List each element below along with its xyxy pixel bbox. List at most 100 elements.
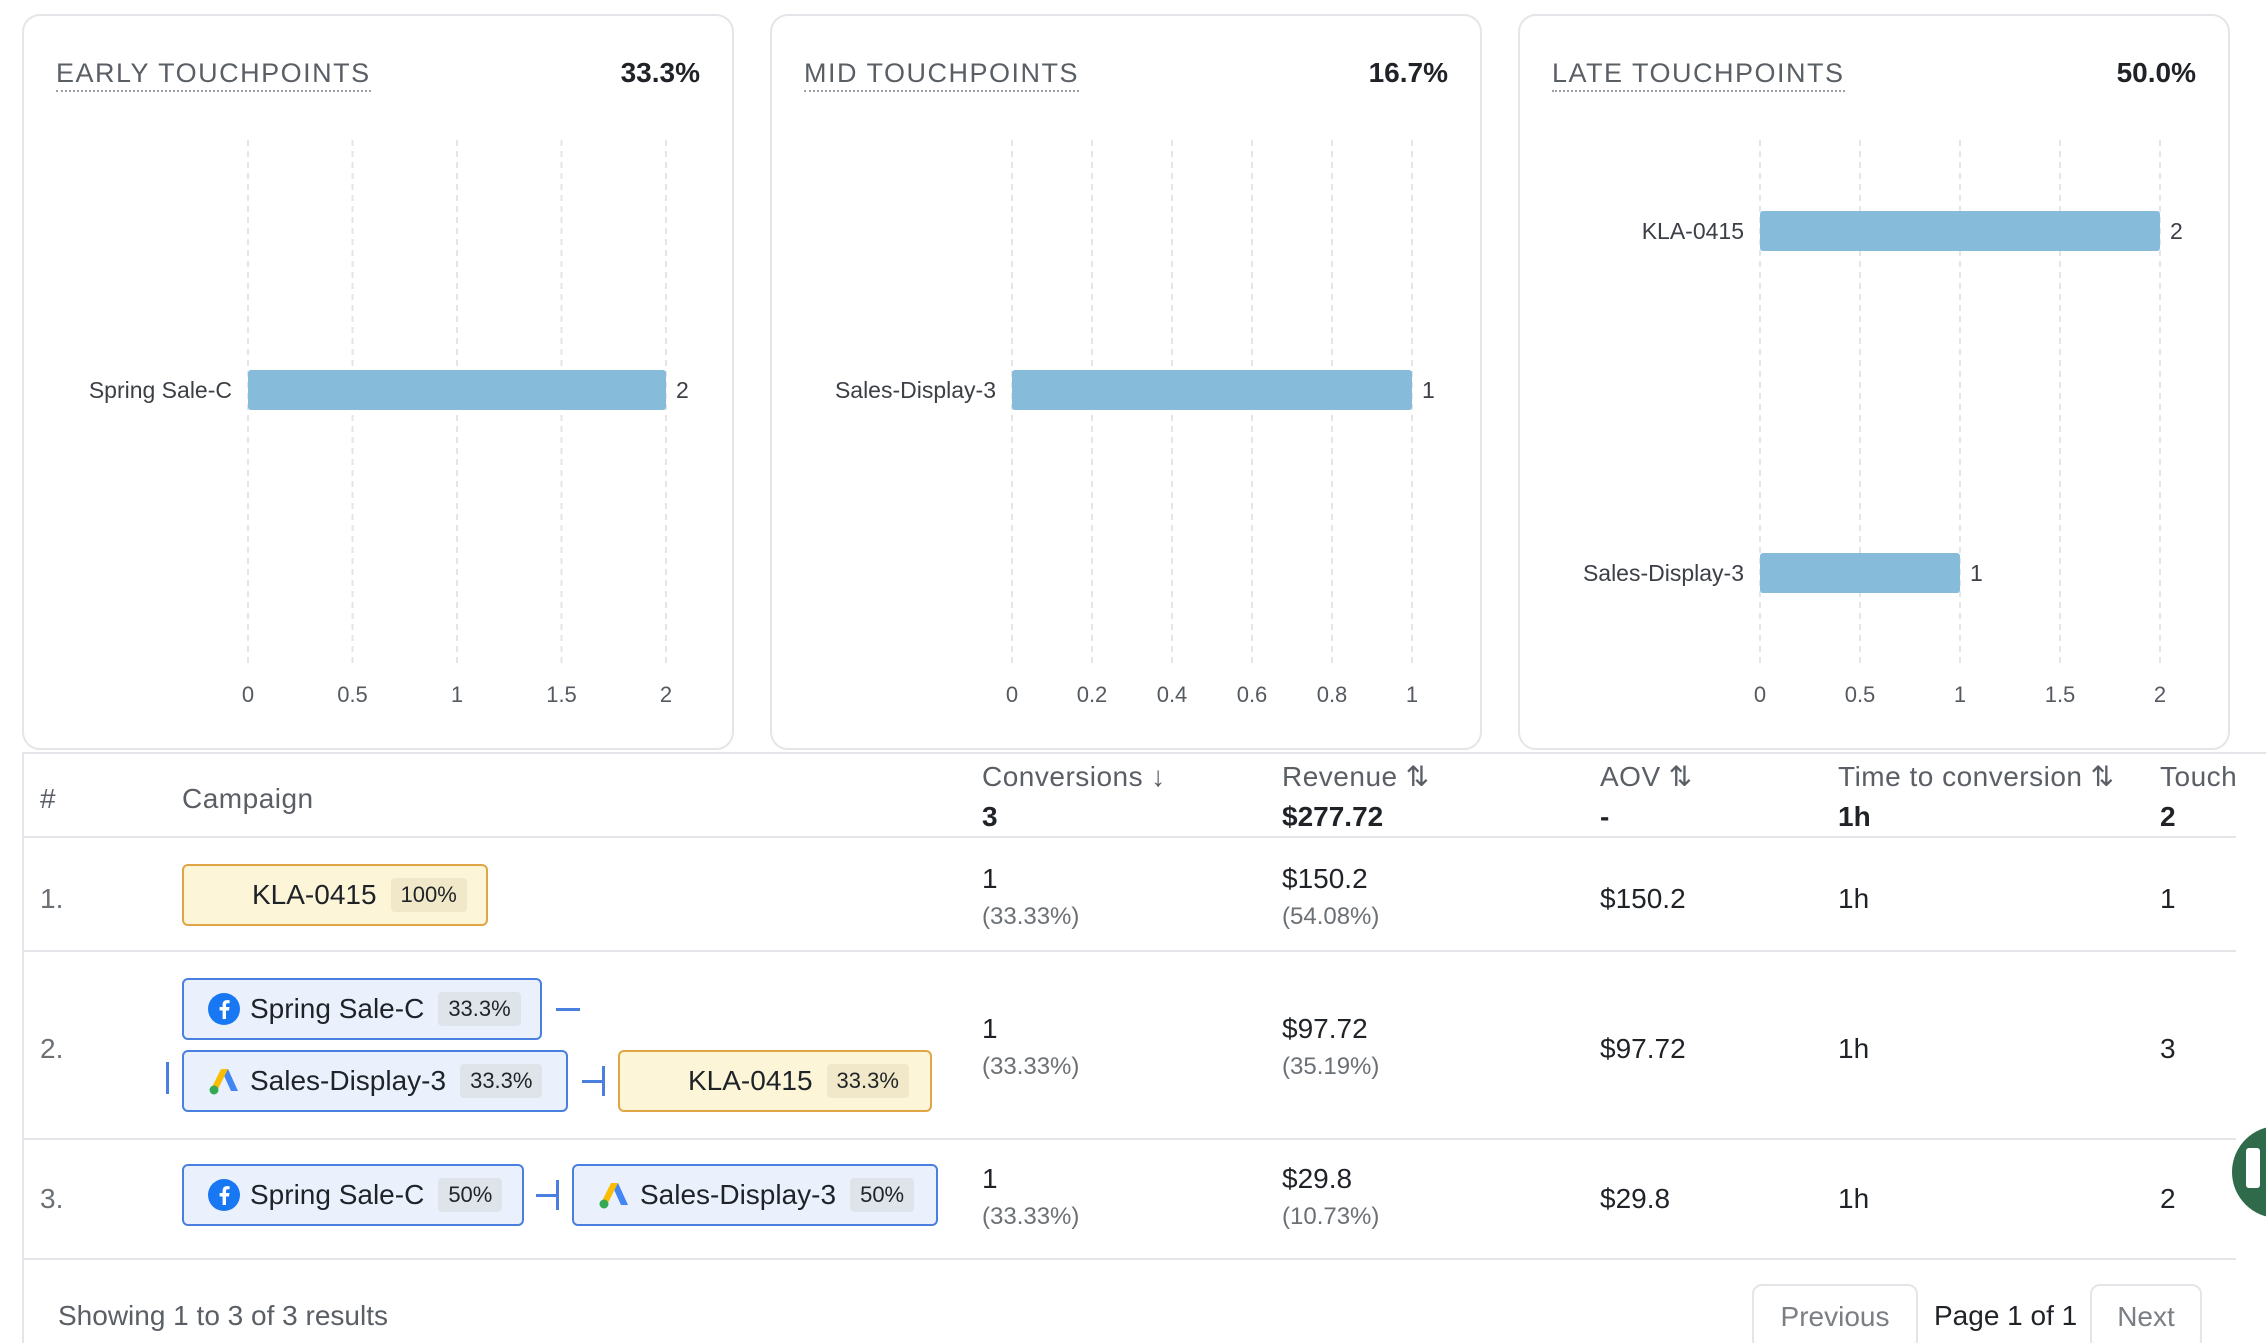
revenue-share: (10.73%) <box>1282 1203 1380 1230</box>
x-tick-label: 0 <box>1754 682 1766 707</box>
total-revenue: $277.72 <box>1282 801 1384 832</box>
chip-label: Sales-Display-3 <box>250 1065 447 1096</box>
path-connector <box>536 1194 558 1197</box>
campaign-chip[interactable]: KLA-0415 100% <box>182 864 488 926</box>
header-time-label: Time to conversion <box>1838 761 2083 792</box>
header-conversions[interactable]: Conversions ↓ <box>982 760 1166 794</box>
next-button[interactable]: Next <box>2090 1284 2202 1343</box>
x-tick-label: 1.5 <box>2045 682 2076 707</box>
sort-desc-icon[interactable]: ↓ <box>1151 761 1166 792</box>
header-revenue[interactable]: Revenue ⇅ <box>1282 760 1430 794</box>
x-tick-label: 1 <box>1954 682 1966 707</box>
conversions-value: 1 <box>982 1013 998 1044</box>
x-tick-label: 0.2 <box>1077 682 1108 707</box>
chat-icon <box>2246 1148 2260 1188</box>
row-divider <box>24 836 2236 838</box>
bar-value-label: 1 <box>1422 377 1435 403</box>
chip-percent: 50% <box>438 1178 503 1212</box>
card-title[interactable]: LATE TOUCHPOINTS <box>1552 56 1845 92</box>
bar-value-label: 2 <box>676 377 689 403</box>
sort-icon[interactable]: ⇅ <box>2090 761 2115 792</box>
x-tick-label: 0.8 <box>1317 682 1348 707</box>
revenue-value: $150.2 <box>1282 863 1368 894</box>
previous-button[interactable]: Previous <box>1752 1284 1918 1343</box>
revenue-value: $97.72 <box>1282 1013 1368 1044</box>
chip-percent: 33.3% <box>826 1064 909 1098</box>
campaign-chip[interactable]: KLA-0415 33.3% <box>618 1050 932 1112</box>
x-tick-label: 2 <box>660 682 672 707</box>
sort-icon[interactable]: ⇅ <box>1668 761 1693 792</box>
bar[interactable] <box>248 370 666 410</box>
campaign-chip[interactable]: Sales-Display-3 50% <box>572 1164 938 1226</box>
conversions-value: 1 <box>982 1163 998 1194</box>
revenue-share: (35.19%) <box>1282 1053 1380 1080</box>
x-tick-label: 0 <box>1006 682 1018 707</box>
y-category-label: Sales-Display-3 <box>1583 560 1744 586</box>
x-tick-label: 2 <box>2154 682 2166 707</box>
path-connector <box>556 1008 580 1011</box>
campaign-chip[interactable]: Spring Sale-C 50% <box>182 1164 524 1226</box>
results-summary: Showing 1 to 3 of 3 results <box>58 1300 388 1331</box>
page-indicator: Page 1 of 1 <box>1934 1300 2078 1331</box>
time-value: 1h <box>1838 1033 1870 1064</box>
header-conversions-label: Conversions <box>982 761 1144 792</box>
card-title[interactable]: EARLY TOUCHPOINTS <box>56 56 371 92</box>
campaign-chip[interactable]: Sales-Display-3 33.3% <box>182 1050 568 1112</box>
google-ads-icon <box>209 1069 238 1095</box>
chip-label: Spring Sale-C <box>250 993 425 1024</box>
facebook-icon <box>208 1179 240 1211</box>
time-value: 1h <box>1838 883 1870 914</box>
total-aov: - <box>1600 801 1610 832</box>
chip-percent: 100% <box>390 878 467 912</box>
header-time-to-conversion[interactable]: Time to conversion ⇅ <box>1838 760 2114 794</box>
bar-value-label: 2 <box>2170 218 2183 244</box>
card-percent: 16.7% <box>1368 57 1448 88</box>
early-touchpoints-chart: 0 0.5 1 1.5 2 Spring Sale-C 2 <box>89 140 689 707</box>
touchpoints-value: 3 <box>2160 1033 2176 1064</box>
x-tick-label: 0.4 <box>1157 682 1188 707</box>
card-percent: 50.0% <box>2116 57 2196 88</box>
aov-value: $29.8 <box>1600 1183 1671 1214</box>
late-touchpoints-card: LATE TOUCHPOINTS 50.0% 0 0.5 1 1.5 2 KLA-0415… <box>1518 14 2230 750</box>
x-tick-label: 0 <box>242 682 254 707</box>
y-category-label: KLA-0415 <box>1642 218 1744 244</box>
total-conversions: 3 <box>982 801 998 832</box>
conversions-value: 1 <box>982 863 998 894</box>
header-index: # <box>40 783 57 814</box>
row-divider <box>24 950 2236 952</box>
sort-icon[interactable]: ⇅ <box>1405 761 1430 792</box>
x-tick-label: 1.5 <box>546 682 577 707</box>
bar[interactable] <box>1012 370 1412 410</box>
path-connector <box>556 1180 559 1210</box>
x-tick-label: 0.5 <box>337 682 368 707</box>
row-divider <box>24 1258 2236 1260</box>
facebook-icon <box>208 993 240 1025</box>
time-value: 1h <box>1838 1183 1870 1214</box>
revenue-share: (54.08%) <box>1282 903 1380 930</box>
y-category-label: Sales-Display-3 <box>835 377 996 403</box>
card-percent: 33.3% <box>620 57 700 88</box>
row-index: 2. <box>40 1033 64 1064</box>
revenue-value: $29.8 <box>1282 1163 1353 1194</box>
campaign-chip[interactable]: Spring Sale-C 33.3% <box>182 978 542 1040</box>
x-tick-label: 1 <box>1406 682 1418 707</box>
row-index: 3. <box>40 1183 64 1214</box>
path-connector <box>166 1062 169 1094</box>
chip-percent: 33.3% <box>438 992 521 1026</box>
header-touchpoints[interactable]: Touch <box>2160 761 2238 792</box>
row-divider <box>24 1138 2236 1140</box>
bar[interactable] <box>1760 553 1960 593</box>
touchpoints-value: 1 <box>2160 883 2176 914</box>
header-revenue-label: Revenue <box>1282 761 1398 792</box>
header-aov[interactable]: AOV ⇅ <box>1600 760 1693 794</box>
chip-label: Spring Sale-C <box>250 1179 425 1210</box>
early-touchpoints-card: EARLY TOUCHPOINTS 33.3% 0 0.5 1 1.5 2 Spring … <box>22 14 734 750</box>
y-category-label: Spring Sale-C <box>89 377 232 403</box>
card-title[interactable]: MID TOUCHPOINTS <box>804 56 1080 92</box>
total-time: 1h <box>1838 801 1871 832</box>
touchpoints-value: 2 <box>2160 1183 2176 1214</box>
bar[interactable] <box>1760 211 2160 251</box>
path-connector <box>582 1080 604 1083</box>
mid-touchpoints-chart: 0 0.2 0.4 0.6 0.8 1 Sales-Display-3 1 <box>835 140 1435 707</box>
